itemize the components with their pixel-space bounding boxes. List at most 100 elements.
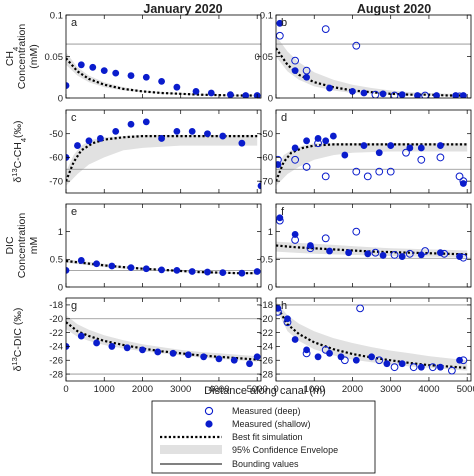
panel-plot-area xyxy=(66,315,261,375)
x-tick-label: 2000 xyxy=(342,384,363,395)
marker-shallow xyxy=(173,83,181,91)
marker-deep xyxy=(352,167,361,176)
marker-shallow xyxy=(188,127,196,135)
marker-deep xyxy=(447,366,456,375)
confidence-envelope xyxy=(66,134,258,186)
marker-shallow xyxy=(326,84,333,92)
y-tick-label: 0.1 xyxy=(260,10,273,21)
panel-f: 0 0.5 1f xyxy=(260,203,472,293)
marker-deep xyxy=(356,304,365,313)
marker-shallow xyxy=(387,142,395,149)
y-tick-label: 0.05 xyxy=(255,52,274,63)
row-label-line2: Concentration xyxy=(16,24,28,90)
row-label-line3: mM xyxy=(28,237,40,255)
marker-deep xyxy=(390,251,399,259)
confidence-envelope xyxy=(276,35,468,97)
marker-shallow xyxy=(246,360,253,368)
marker-shallow xyxy=(93,260,100,268)
panel-letter: g xyxy=(71,300,77,312)
marker-shallow xyxy=(360,89,368,97)
marker-shallow xyxy=(154,348,162,356)
panel-plot-area xyxy=(276,301,471,375)
marker-deep xyxy=(363,172,372,181)
marker-shallow xyxy=(456,356,463,364)
best-fit-line xyxy=(66,57,258,97)
panel-e: 0 0.5 1e xyxy=(50,203,262,293)
row-label-span: CH xyxy=(4,51,16,66)
marker-shallow xyxy=(142,73,150,81)
marker-shallow xyxy=(158,135,165,142)
panel-frame xyxy=(275,203,472,288)
marker-shallow xyxy=(352,356,360,364)
panel-letter: h xyxy=(281,300,287,312)
panel-letter: c xyxy=(71,112,77,124)
panel-letter: f xyxy=(281,206,285,218)
marker-shallow xyxy=(360,142,368,149)
marker-shallow xyxy=(215,355,223,363)
marker-deep xyxy=(402,148,410,157)
marker-shallow xyxy=(326,349,333,357)
row-label-line3: (mM) xyxy=(28,44,40,69)
marker-deep xyxy=(321,25,330,34)
marker-shallow xyxy=(417,144,425,152)
marker-shallow xyxy=(303,346,310,354)
legend-deep-marker-icon xyxy=(204,406,214,416)
x-tick-label: 3000 xyxy=(380,384,401,395)
y-tick-label: -20 xyxy=(259,314,273,325)
legend-label-fit: Best fit simulation xyxy=(232,432,303,442)
y-tick-label: -26 xyxy=(49,356,63,367)
marker-shallow xyxy=(459,92,467,98)
marker-shallow xyxy=(74,142,81,149)
x-tick-label: 4000 xyxy=(418,384,439,395)
marker-deep xyxy=(352,41,361,50)
panel-letter: a xyxy=(71,17,78,29)
y-tick-label: 0 xyxy=(268,93,273,104)
marker-shallow xyxy=(291,336,299,343)
marker-shallow xyxy=(192,87,200,95)
y-tick-label: 1 xyxy=(58,227,63,238)
marker-deep xyxy=(428,363,437,372)
row-label-span: 4 xyxy=(19,138,28,142)
marker-deep xyxy=(321,345,330,354)
panel-h: -28 -26 -24 -22 -20 -18 0 1000 2000 3000 4000 5000 h xyxy=(259,297,474,395)
marker-shallow xyxy=(219,132,227,140)
marker-shallow xyxy=(173,127,181,135)
marker-deep xyxy=(321,234,330,243)
y-tick-label: -70 xyxy=(259,176,273,187)
marker-deep xyxy=(405,249,414,258)
y-tick-label: -20 xyxy=(49,314,63,325)
legend-label-shallow: Measured (shallow) xyxy=(232,419,311,429)
marker-deep xyxy=(390,363,399,372)
panel-letter: e xyxy=(71,206,77,218)
marker-shallow xyxy=(456,253,463,260)
panel-letter: d xyxy=(281,112,287,124)
marker-shallow xyxy=(184,351,192,359)
marker-shallow xyxy=(459,180,467,187)
best-fit-line xyxy=(66,135,258,182)
marker-shallow xyxy=(437,142,444,149)
y-tick-label: -26 xyxy=(259,356,273,367)
panel-frame xyxy=(65,203,262,288)
marker-deep xyxy=(409,363,418,372)
column-title-august: August 2020 xyxy=(357,2,431,16)
marker-shallow xyxy=(314,353,322,361)
marker-shallow xyxy=(303,73,310,81)
y-tick-label: -18 xyxy=(259,300,273,311)
marker-deep xyxy=(417,155,426,164)
panel-frame xyxy=(65,14,262,99)
marker-shallow xyxy=(326,247,333,255)
legend-shallow-marker-icon xyxy=(205,420,213,428)
y-tick-label: 0.05 xyxy=(45,52,64,63)
marker-shallow xyxy=(276,19,284,27)
row-label-span: DIC xyxy=(4,236,16,255)
confidence-envelope xyxy=(66,315,258,362)
confidence-envelope xyxy=(276,143,468,186)
row-label-line2: Concentration xyxy=(16,213,28,279)
marker-shallow xyxy=(329,132,337,140)
panel-frame xyxy=(275,109,472,194)
confidence-envelope xyxy=(276,301,468,371)
x-tick-label: 0 xyxy=(273,384,278,395)
y-tick-label: -24 xyxy=(259,342,273,353)
marker-shallow xyxy=(230,356,238,364)
panel-g: -28 -26 -24 -22 -20 -18 0 1000 2000 3000 4000 5000 g xyxy=(49,297,268,395)
